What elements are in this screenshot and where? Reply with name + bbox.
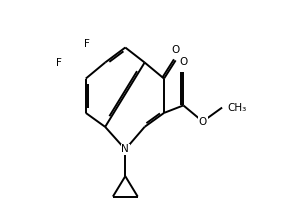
Text: CH₃: CH₃ — [227, 103, 246, 113]
Text: F: F — [56, 58, 62, 68]
Text: F: F — [84, 39, 90, 49]
Text: O: O — [199, 116, 207, 126]
Text: O: O — [179, 57, 187, 67]
Text: N: N — [122, 144, 129, 154]
Text: O: O — [172, 46, 180, 56]
